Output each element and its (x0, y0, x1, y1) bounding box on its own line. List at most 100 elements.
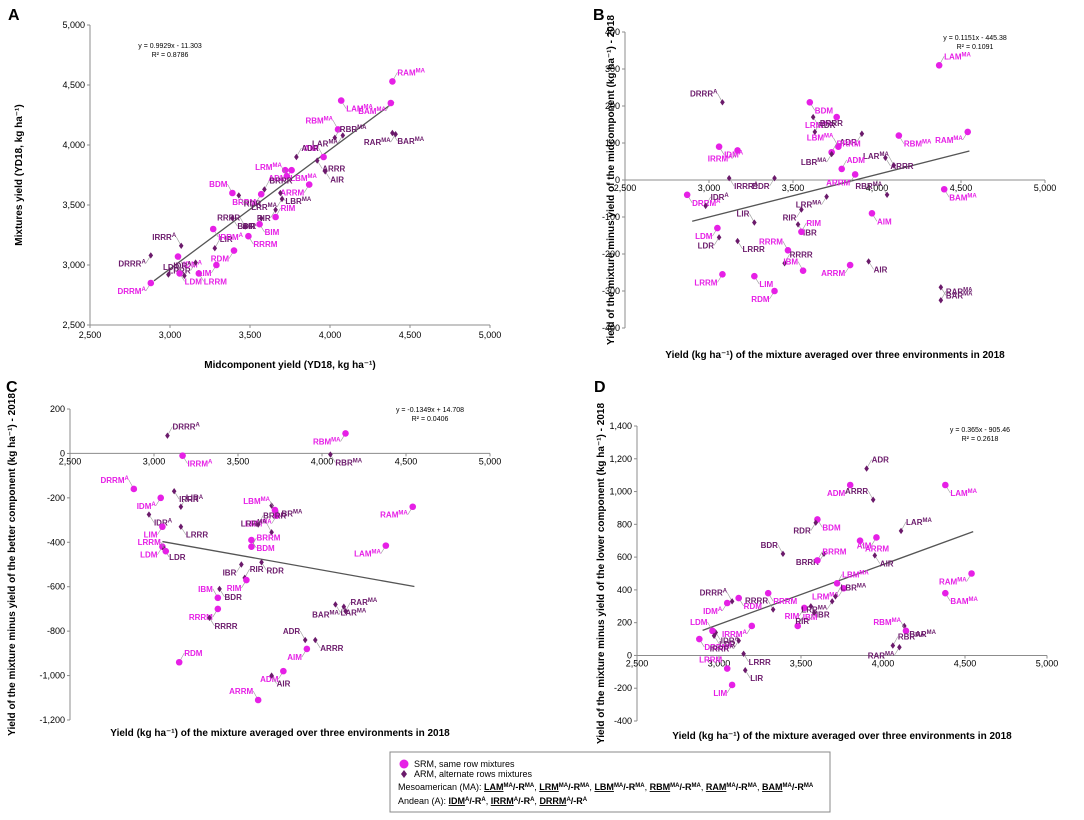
point-label-text: IRRM (722, 630, 743, 639)
panel-b-point-drrr (720, 99, 725, 106)
legend-srm-marker (399, 759, 409, 769)
panel-a-point-brrm (257, 190, 265, 198)
panel-d-point-label: RIR (795, 617, 809, 626)
point-label-superscript: MA (822, 121, 832, 127)
panel-d-y-tick-label: -400 (614, 716, 632, 726)
point-label-superscript: A (124, 476, 129, 482)
point-label-text: LRM (245, 520, 263, 529)
point-label-text: ARRM (826, 178, 850, 187)
point-label-superscript: MA (963, 287, 973, 293)
panel-c-y-axis-title: Yield of the mixture minus yield of the … (7, 393, 18, 736)
panel-b-point-rar (938, 297, 944, 304)
panel-d-point-label: AIR (880, 559, 894, 568)
point-label-text: BAR (312, 611, 330, 620)
panel-d-point-aim (873, 534, 880, 541)
panel-a-x-tick-label: 4,500 (399, 330, 422, 340)
panel-b-point-label: RIM (806, 219, 821, 228)
point-label-text: BAR (946, 291, 964, 300)
legend-code-partner-sup: MA (525, 783, 535, 789)
point-label-superscript: MA (953, 136, 963, 142)
point-label-superscript: A (724, 193, 729, 199)
point-label-superscript: A (151, 502, 156, 508)
point-label-text: LRRM (204, 277, 227, 286)
panel-c-point-label: BARMA (312, 611, 339, 620)
point-label-text: RIR (783, 214, 797, 223)
legend-code-partner-sup: A (530, 797, 535, 803)
point-label-superscript: MA (376, 107, 386, 113)
point-label-text: RDM (744, 602, 763, 611)
point-label-text: IRRR (710, 645, 730, 654)
panel-a-point-irrr (178, 242, 184, 249)
point-label-text: RIM (227, 584, 242, 593)
panel-c-point-rbm (342, 430, 349, 437)
point-label-text: RRRM (773, 597, 797, 606)
point-label-text: AIM (877, 217, 892, 226)
point-label-superscript: MA (879, 152, 889, 158)
point-label-text: LBR (277, 510, 294, 519)
panel-d-trend-equation: y = 0.365x - 905.46 (950, 427, 1010, 434)
panel-d-point-lrrm (723, 665, 731, 672)
panel-a-point-label: IDMA (183, 261, 203, 270)
point-label-superscript: A (718, 607, 723, 613)
panel-b-point-label: RBMMA (904, 140, 932, 149)
panel-c-point-label: AIR (277, 680, 291, 689)
panel-a-point-label: RDR (244, 199, 262, 208)
panel-b-point-label: LRMMA (805, 121, 832, 130)
panel-a-point-label: RDM (211, 255, 230, 264)
panel-d-y-tick-label: 1,400 (609, 421, 632, 431)
panel-a-point-lrrm (195, 270, 203, 277)
panel-d-point-label: LRRMA (801, 605, 827, 614)
panel-a-point-rrrm (245, 232, 252, 240)
panel-d-r-squared: R² = 0.2618 (962, 436, 999, 443)
panel-d-point-lbm (833, 580, 841, 587)
point-label-text: LRRR (186, 531, 208, 540)
point-label-text: RIM (785, 612, 800, 621)
point-label-text: LDR (698, 241, 715, 250)
panel-a-x-tick-label: 2,500 (79, 330, 102, 340)
point-label-text: IDR (721, 637, 735, 646)
point-label-text: LAR (863, 152, 880, 161)
panel-a-point-rir (273, 206, 278, 213)
panel-a-point-label: LDM (185, 277, 203, 286)
panel-a-point-air (322, 168, 328, 175)
panel-d-point-label: IRRMA (722, 630, 747, 639)
panel-d-point-label: AIM (857, 541, 872, 550)
panel-b-point-label: LBMMA (807, 134, 834, 143)
panel-b-point-lbm (835, 143, 842, 150)
panel-b-point-label: BARMA (946, 291, 973, 300)
point-label-text: LAR (340, 608, 357, 617)
panel-c-point-rim (243, 576, 250, 584)
point-label-superscript: A (742, 630, 747, 636)
point-label-text: BRRM (232, 198, 256, 207)
point-label-text: ADM (260, 675, 279, 684)
panel-a-point-label: BDM (209, 180, 228, 189)
panel-b-point-label: RDM (751, 295, 770, 304)
panel-b-point-air (866, 258, 871, 265)
panel-d-point-drrr (729, 598, 735, 605)
panel-a-point-lrr (279, 195, 285, 203)
panel-c-point-lar (333, 601, 338, 608)
point-label-superscript: MA (272, 163, 282, 169)
panel-c-y-tick-label: -200 (47, 493, 65, 503)
panel-c-point-label: BRRM (256, 534, 280, 543)
panel-a-x-tick-label: 3,000 (159, 330, 182, 340)
panel-c-point-label: ADR (283, 627, 301, 636)
point-label-text: LDM (695, 232, 713, 241)
panel-b-y-tick-label: 400 (605, 27, 620, 37)
panel-b-x-tick-label: 3,500 (782, 183, 805, 193)
panel-d-point-air (872, 552, 878, 559)
point-label-superscript: A (735, 637, 740, 643)
legend-code-partner: /-R (469, 796, 481, 806)
point-label-text: BIR (242, 222, 256, 231)
panel-c-point-label: BDM (256, 544, 275, 553)
point-label-text: RAR (364, 138, 382, 147)
point-label-text: IRRR (152, 233, 172, 242)
panel-a-x-tick-label: 3,500 (239, 330, 262, 340)
panel-d-point-rdm (735, 594, 742, 602)
panel-a-point-label: LBMMA (290, 174, 317, 183)
panel-a-y-tick-label: 4,500 (62, 80, 85, 90)
panel-a-point-idm (174, 253, 182, 260)
panel-a-point-label: BIR (242, 222, 256, 231)
point-label-text: RBR (855, 182, 873, 191)
legend-code-sup: A (514, 797, 519, 803)
